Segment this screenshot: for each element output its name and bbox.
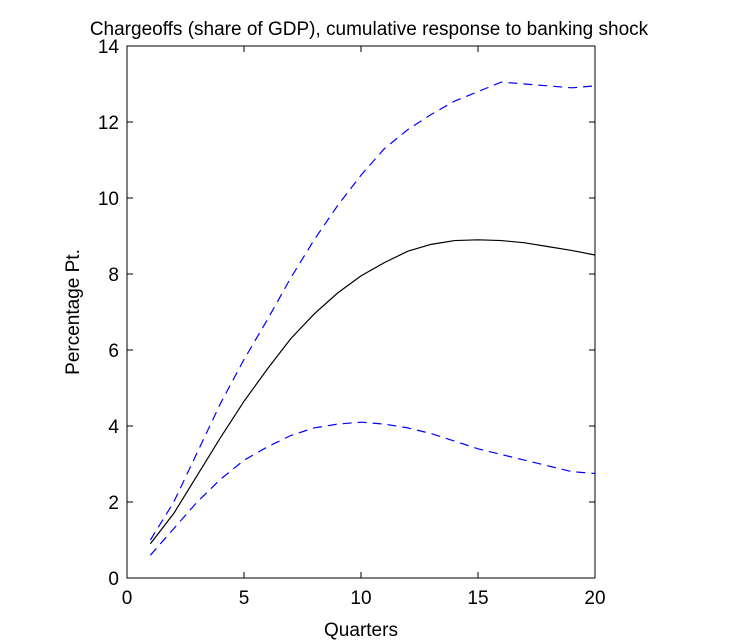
y-tick-label: 0 [108,569,119,590]
x-tick-label: 0 [122,588,133,609]
solid-response-line [149,239,596,545]
y-tick-label: 14 [98,37,120,58]
y-axis-label: Percentage Pt. [63,249,84,375]
axis-tick-labels: 0 5 10 15 20 0 2 4 6 8 10 12 14 [98,37,606,609]
y-tick-label: 8 [108,265,119,286]
x-tick-label: 20 [584,588,605,609]
plot-area [126,45,596,579]
dashed-band-line-1 [149,81,596,541]
chart-title: Chargeoffs (share of GDP), cumulative re… [90,19,649,40]
y-tick-label: 2 [108,493,119,514]
axis-ticks [126,45,596,579]
x-axis-label: Quarters [324,620,398,641]
y-tick-label: 12 [98,113,119,134]
x-tick-label: 15 [467,588,488,609]
dashed-band-line-2 [149,421,596,556]
x-tick-label: 5 [239,588,250,609]
x-tick-label: 10 [350,588,371,609]
y-tick-label: 4 [108,417,119,438]
y-tick-label: 10 [98,189,119,210]
series-lines [149,81,596,556]
y-tick-label: 6 [108,341,119,362]
